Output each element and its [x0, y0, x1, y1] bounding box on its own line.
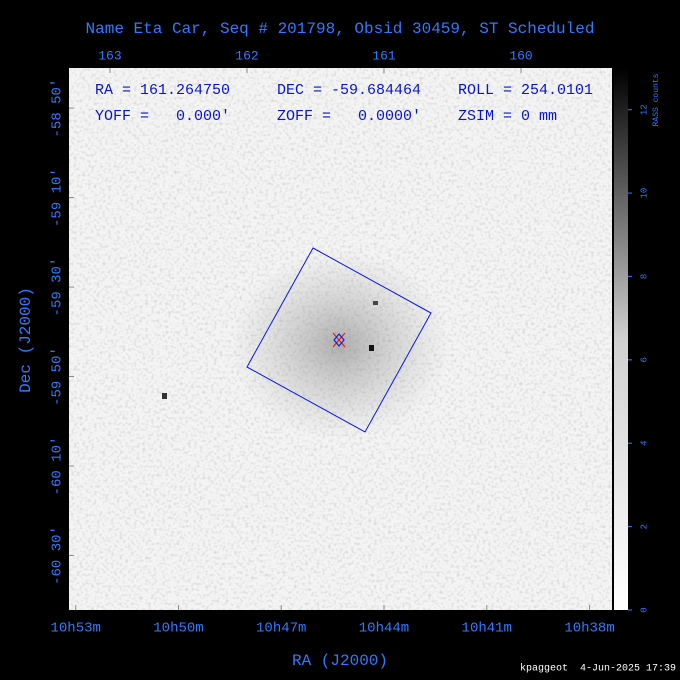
x-tick-label: 10h38m — [564, 621, 614, 637]
y-tick-label: -60 30' — [50, 526, 66, 585]
x-tick-label: 10h50m — [153, 621, 203, 637]
x2-tick-label: 163 — [98, 48, 121, 63]
annotation: ZSIM = 0 mm — [458, 108, 557, 125]
annotation: YOFF = 0.000' — [95, 108, 230, 125]
x2-tick-label: 162 — [235, 48, 258, 63]
source — [373, 301, 378, 305]
x-tick-label: 10h41m — [462, 621, 512, 637]
x-tick-label: 10h44m — [359, 621, 409, 637]
colorbar-tick-label: 0 — [639, 607, 649, 612]
x-axis-title: RA (J2000) — [292, 652, 388, 670]
y-tick-label: -59 30' — [50, 258, 66, 317]
colorbar-tick-label: 6 — [639, 357, 649, 362]
colorbar-tick-label: 12 — [639, 104, 649, 115]
annotation: RA = 161.264750 — [95, 82, 230, 99]
colorbar-label: RASS counts — [652, 73, 661, 126]
annotation: ZOFF = 0.0000' — [277, 108, 421, 125]
colorbar — [614, 68, 628, 610]
y-axis-title: Dec (J2000) — [17, 287, 35, 393]
x-tick-label: 10h53m — [51, 621, 101, 637]
y-tick-label: -59 10' — [50, 168, 66, 227]
pointing-cross — [332, 332, 346, 348]
field-outline — [246, 247, 432, 433]
colorbar-tick-label: 10 — [639, 188, 649, 199]
x-tick-label: 10h47m — [256, 621, 306, 637]
x2-tick-label: 160 — [509, 48, 532, 63]
footer: kpaggeot 4-Jun-2025 17:39 — [520, 663, 676, 675]
x2-tick-label: 161 — [372, 48, 396, 63]
annotation: ROLL = 254.0101 — [458, 82, 593, 99]
y-tick-label: -60 10' — [50, 437, 66, 496]
colorbar-tick-label: 4 — [639, 441, 649, 446]
annotation: DEC = -59.684464 — [277, 82, 421, 99]
colorbar-tick-label: 2 — [639, 524, 649, 529]
chart-title: Name Eta Car, Seq # 201798, Obsid 30459,… — [86, 20, 595, 38]
pointing-diamond — [333, 333, 345, 347]
colorbar-tick-label: 8 — [639, 274, 649, 279]
source — [369, 345, 374, 351]
source — [162, 393, 167, 399]
y-tick-label: -58 50' — [50, 79, 66, 138]
y-tick-label: -59 50' — [50, 347, 66, 406]
